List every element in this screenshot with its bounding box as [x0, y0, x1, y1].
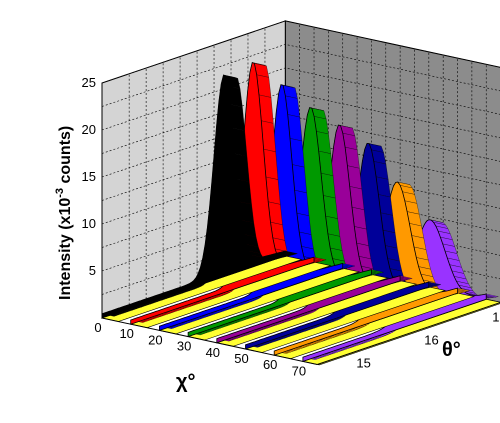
y-axis-label-prefix: Intensity (x10: [57, 198, 74, 300]
z-tick-label: 16: [424, 332, 438, 347]
x-tick-label: 70: [292, 363, 306, 378]
x-tick-label: 30: [177, 339, 191, 354]
z-tick-label: 15: [356, 355, 370, 370]
x-tick-label: 40: [206, 345, 220, 360]
x-tick-label: 20: [148, 332, 162, 347]
y-axis-label-suffix: counts): [57, 126, 74, 188]
ribbon-face: [101, 74, 286, 319]
x-axis-label: χ°: [176, 371, 196, 393]
z-axis-label: θ°: [442, 339, 461, 361]
ribbon-chi-50: [244, 142, 447, 353]
x-tick-label: 10: [119, 326, 133, 341]
y-tick-label: 25: [82, 75, 96, 90]
y-axis-label-exponent: -3: [54, 188, 66, 198]
x-tick-label: 0: [94, 320, 101, 335]
z-tick-label: 17: [492, 309, 500, 324]
y-axis-label: Intensity (x10-3 counts): [54, 126, 74, 300]
y-tick-label: 15: [82, 169, 96, 184]
ribbon-chi-0: [100, 74, 303, 322]
grid-line-y: [101, 20, 500, 84]
tick-labels: 5 10 15 20 25 0 10 20 30 40 50 60 70 15 16 17: [82, 75, 500, 378]
x-tick-label: 60: [263, 357, 277, 372]
y-tick-label: 20: [82, 122, 96, 137]
data-ribbons: [100, 61, 500, 366]
grid-line-y: [101, 44, 500, 107]
axes: [101, 83, 500, 365]
chi-axis-line: [101, 317, 318, 365]
y-tick-label: 5: [89, 263, 96, 278]
theta-axis-line: [317, 302, 500, 365]
x-tick-label: 50: [234, 351, 248, 366]
y-tick-label: 10: [82, 216, 96, 231]
